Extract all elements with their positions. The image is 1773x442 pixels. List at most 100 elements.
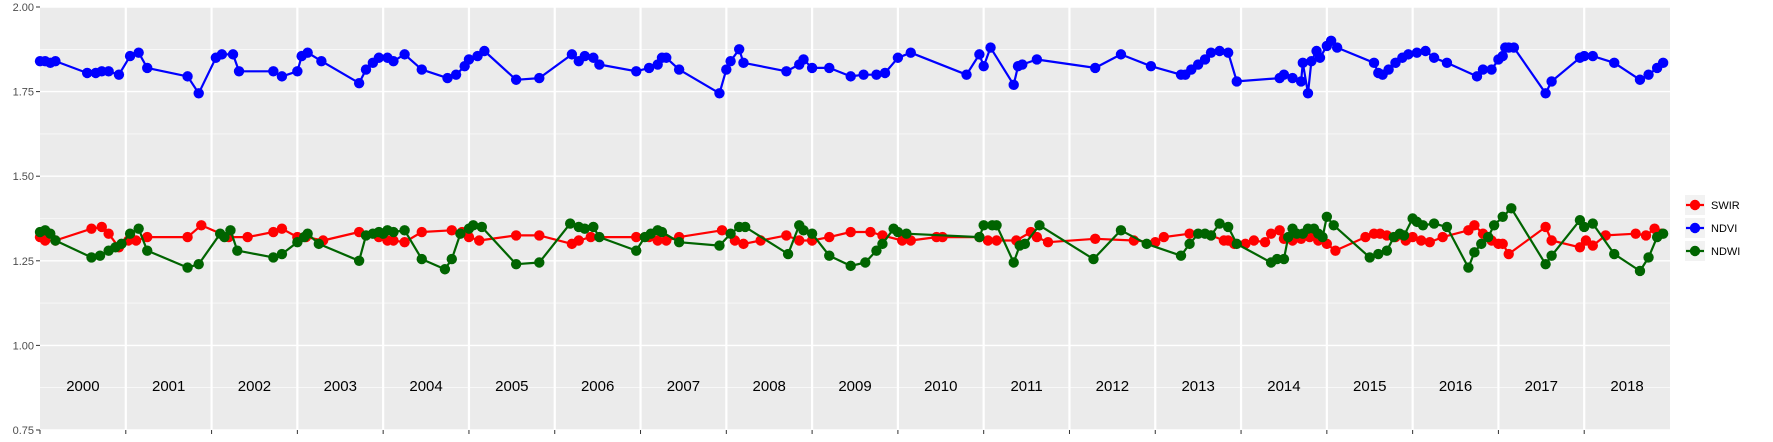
data-point-ndwi [1657, 228, 1669, 239]
year-label: 2012 [1096, 378, 1129, 395]
data-point-ndwi [656, 226, 668, 238]
data-point-ndvi [113, 69, 125, 80]
data-point-ndwi [268, 252, 279, 263]
data-point-ndwi [1441, 221, 1453, 233]
data-point-ndvi [845, 71, 856, 82]
data-point-ndwi [468, 220, 479, 231]
data-point-ndvi [302, 47, 313, 58]
data-point-swir [534, 230, 545, 241]
data-point-ndvi [824, 62, 835, 74]
data-point-ndvi [1008, 79, 1019, 91]
data-point-ndvi [216, 49, 228, 60]
data-point-ndvi [1477, 64, 1489, 75]
data-point-ndwi [86, 252, 97, 263]
data-point-ndvi [721, 64, 732, 75]
data-point-ndvi [1231, 76, 1242, 87]
data-point-ndwi [225, 225, 236, 236]
data-point-ndwi [725, 228, 736, 239]
data-point-ndvi [450, 69, 462, 80]
data-point-ndwi [1115, 225, 1127, 236]
data-point-ndvi [479, 45, 490, 57]
data-point-ndvi [103, 66, 114, 77]
data-point-ndvi [594, 59, 605, 70]
year-label: 2016 [1439, 378, 1472, 395]
data-point-ndwi [1417, 220, 1429, 231]
data-point-ndvi [1643, 69, 1654, 80]
series-ndwi [34, 203, 1669, 277]
year-label: 2009 [838, 378, 871, 395]
data-point-ndvi [1508, 42, 1520, 53]
data-point-ndwi [1008, 257, 1019, 268]
year-label: 2010 [924, 378, 957, 395]
year-label: 2015 [1353, 378, 1386, 395]
data-point-ndwi [1088, 253, 1099, 265]
data-point-swir [1587, 240, 1598, 251]
data-point-ndwi [1214, 218, 1225, 229]
data-point-ndvi [1295, 76, 1307, 87]
year-labels: 2000 2001 2002 2003 2004 2005 2006 2007 2008 2009… [66, 378, 1644, 395]
year-label: 2013 [1181, 378, 1214, 395]
legend-key-point [1689, 245, 1701, 257]
data-point-swir [1090, 233, 1101, 245]
data-point-ndvi [631, 66, 642, 77]
data-point-ndvi [1497, 50, 1508, 62]
data-point-ndvi [1579, 50, 1590, 62]
data-point-ndwi [388, 226, 399, 238]
data-point-swir [824, 231, 835, 243]
data-point-swir [1158, 231, 1170, 243]
data-point-ndvi [442, 72, 453, 84]
data-point-ndwi [232, 245, 243, 256]
data-point-ndvi [714, 88, 725, 99]
data-point-ndwi [353, 255, 365, 266]
data-point-ndvi [879, 67, 891, 79]
y-tick-label: 1.50 [13, 171, 34, 183]
legend-key-point [1689, 222, 1701, 234]
data-point-swir [1031, 231, 1043, 243]
data-point-ndwi [219, 231, 230, 243]
data-point-ndvi [316, 55, 327, 67]
year-label: 2018 [1610, 378, 1643, 395]
data-point-ndvi [1214, 45, 1225, 57]
data-point-ndvi [974, 49, 985, 60]
data-point-ndwi [806, 228, 818, 239]
data-point-ndwi [631, 245, 642, 256]
data-point-swir [416, 226, 427, 238]
data-point-ndvi [50, 55, 61, 67]
data-point-swir [1265, 228, 1277, 239]
data-point-ndvi [1297, 57, 1309, 69]
data-point-ndwi [1141, 238, 1152, 250]
data-point-ndwi [860, 257, 871, 268]
data-point-ndvi [858, 69, 869, 80]
data-point-ndvi [871, 69, 882, 80]
data-point-ndvi [182, 71, 193, 82]
data-point-ndvi [978, 61, 989, 72]
data-point-swir [716, 225, 728, 236]
data-point-ndvi [1287, 72, 1298, 84]
legend-item-ndwi: NDWI [1685, 241, 1740, 261]
data-point-swir [1540, 221, 1551, 233]
data-point-ndvi [725, 55, 736, 67]
data-point-ndvi [233, 66, 245, 77]
data-point-ndwi [534, 257, 545, 268]
data-point-ndwi [673, 236, 685, 248]
data-point-swir [268, 226, 279, 238]
data-point-swir [1184, 228, 1195, 239]
data-point-ndvi [905, 47, 916, 58]
legend: SWIR NDVI NDWI [1685, 195, 1740, 261]
y-tick-label: 1.75 [13, 87, 34, 99]
data-point-ndvi [399, 49, 410, 60]
data-point-ndvi [806, 62, 818, 74]
data-point-swir [474, 235, 485, 246]
data-point-swir [1574, 242, 1586, 253]
data-point-swir [845, 226, 856, 238]
data-point-ndvi [798, 54, 809, 65]
data-point-ndvi [892, 52, 904, 63]
data-point-ndvi [661, 52, 672, 63]
data-point-ndvi [1331, 42, 1343, 53]
data-point-swir [781, 230, 792, 241]
data-point-ndvi [1383, 64, 1394, 75]
data-point-ndwi [1019, 238, 1031, 250]
data-point-ndwi [416, 253, 427, 265]
year-label: 2007 [667, 378, 700, 395]
data-point-swir [276, 223, 288, 234]
